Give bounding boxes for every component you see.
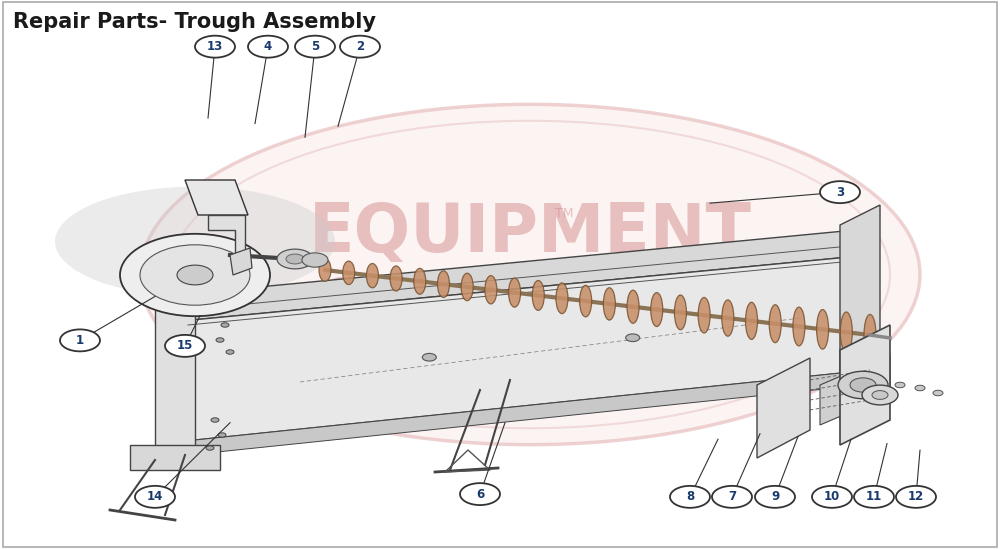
Circle shape (670, 486, 710, 508)
Circle shape (872, 390, 888, 399)
Ellipse shape (840, 312, 852, 352)
Circle shape (862, 385, 898, 405)
Ellipse shape (55, 187, 335, 296)
Text: 9: 9 (771, 490, 779, 503)
Circle shape (165, 335, 205, 357)
Polygon shape (820, 355, 890, 425)
Ellipse shape (722, 300, 734, 336)
Circle shape (460, 483, 500, 505)
Text: Repair Parts- Trough Assembly: Repair Parts- Trough Assembly (13, 12, 376, 32)
Circle shape (216, 338, 224, 342)
Text: 5: 5 (311, 40, 319, 53)
Ellipse shape (461, 273, 473, 301)
Circle shape (896, 486, 936, 508)
Polygon shape (175, 295, 195, 440)
Polygon shape (840, 205, 880, 420)
Ellipse shape (769, 305, 781, 343)
Circle shape (206, 446, 214, 450)
Circle shape (120, 234, 270, 316)
Polygon shape (230, 248, 252, 275)
Text: 12: 12 (908, 490, 924, 503)
Ellipse shape (343, 261, 355, 284)
Polygon shape (175, 230, 870, 320)
Text: 15: 15 (177, 339, 193, 352)
Ellipse shape (509, 278, 521, 307)
Ellipse shape (390, 266, 402, 291)
Polygon shape (188, 370, 870, 455)
Ellipse shape (437, 271, 449, 298)
Circle shape (820, 181, 860, 203)
Ellipse shape (651, 293, 663, 327)
Text: EQUIPMENT: EQUIPMENT (308, 200, 752, 266)
Polygon shape (155, 290, 195, 460)
Polygon shape (208, 215, 245, 258)
Circle shape (221, 323, 229, 327)
Text: 11: 11 (866, 490, 882, 503)
Circle shape (626, 334, 640, 341)
Circle shape (854, 486, 894, 508)
Text: 13: 13 (207, 40, 223, 53)
Ellipse shape (485, 276, 497, 304)
Circle shape (422, 354, 436, 361)
Text: SPECIALISTS: SPECIALISTS (321, 276, 739, 333)
Ellipse shape (319, 259, 331, 281)
Polygon shape (130, 445, 220, 470)
Ellipse shape (603, 288, 615, 320)
Circle shape (286, 254, 304, 264)
Circle shape (812, 486, 852, 508)
Ellipse shape (746, 302, 758, 339)
Ellipse shape (414, 268, 426, 294)
Ellipse shape (674, 295, 686, 330)
Ellipse shape (366, 264, 378, 288)
Ellipse shape (140, 104, 920, 445)
Ellipse shape (556, 283, 568, 313)
Ellipse shape (627, 290, 639, 323)
Circle shape (933, 390, 943, 396)
Text: 14: 14 (147, 490, 163, 503)
Ellipse shape (580, 285, 592, 317)
Circle shape (850, 378, 876, 392)
Text: 8: 8 (686, 490, 694, 503)
Text: TM: TM (555, 207, 574, 220)
Circle shape (340, 36, 380, 58)
Circle shape (218, 433, 226, 437)
Circle shape (915, 385, 925, 391)
Circle shape (277, 249, 313, 269)
Polygon shape (192, 255, 870, 440)
Circle shape (135, 486, 175, 508)
Circle shape (302, 253, 328, 267)
Ellipse shape (698, 298, 710, 333)
Ellipse shape (864, 315, 876, 356)
Circle shape (838, 371, 888, 399)
Text: 4: 4 (264, 40, 272, 53)
Circle shape (755, 486, 795, 508)
Ellipse shape (793, 307, 805, 346)
Polygon shape (185, 180, 248, 215)
Ellipse shape (532, 281, 544, 310)
Text: 1: 1 (76, 334, 84, 347)
Text: 7: 7 (728, 490, 736, 503)
Circle shape (211, 418, 219, 422)
Text: 2: 2 (356, 40, 364, 53)
Circle shape (295, 36, 335, 58)
Text: 6: 6 (476, 488, 484, 501)
Ellipse shape (817, 310, 829, 349)
Polygon shape (840, 325, 890, 445)
Circle shape (895, 382, 905, 388)
Circle shape (248, 36, 288, 58)
Polygon shape (757, 358, 810, 458)
Circle shape (195, 36, 235, 58)
Circle shape (712, 486, 752, 508)
Circle shape (177, 265, 213, 285)
Circle shape (60, 329, 100, 351)
Text: 10: 10 (824, 490, 840, 503)
Text: 3: 3 (836, 186, 844, 199)
Circle shape (226, 350, 234, 354)
Circle shape (140, 245, 250, 305)
